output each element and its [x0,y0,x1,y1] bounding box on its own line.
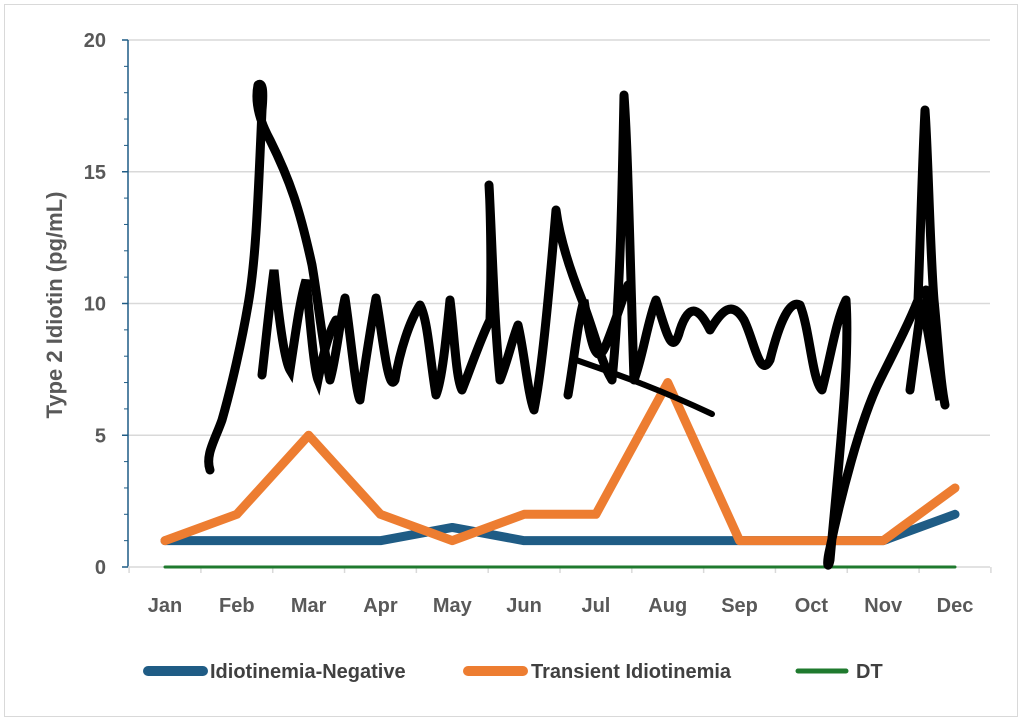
x-tick-label: Sep [721,595,758,617]
signature-stroke-4 [573,357,715,417]
x-tick-label: Jan [148,595,182,617]
y-axis: 0 5 10 15 20 [84,30,129,579]
x-tick-label: May [433,595,473,617]
signature-stroke-2 [257,269,341,396]
signature-stroke-3 [563,280,633,400]
legend-label: Transient Idiotinemia [531,661,732,683]
x-tick-label: Dec [937,595,974,617]
x-axis: Jan Feb Mar Apr May Jun Jul Aug Sep Oct Nov Dec [128,566,992,617]
x-tick-label: Aug [648,595,687,617]
series-lines [160,378,960,569]
y-tick-label: 10 [84,294,106,316]
x-tick-label: Nov [864,595,903,617]
y-tick-label: 0 [95,557,106,579]
y-axis-label: Type 2 Idiotin (pg/mL) [42,192,67,419]
signature-overlay [204,79,950,570]
signature-stroke-5 [905,285,945,401]
y-tick-label: 20 [84,30,106,52]
legend-label: Idiotinemia-Negative [210,661,406,683]
x-tick-label: Jul [581,595,610,617]
y-tick-label: 15 [84,162,106,184]
x-tick-label: Feb [219,595,255,617]
legend: Idiotinemia-Negative Transient Idiotinemi… [143,661,883,683]
x-tick-label: Oct [795,595,829,617]
y-tick-label: 5 [95,425,106,447]
series-line-transient-idiotinemia [160,378,960,546]
signature-stroke-main [204,79,950,570]
x-tick-label: Mar [291,595,327,617]
legend-label: DT [856,661,883,683]
x-tick-label: Apr [363,595,398,617]
x-tick-label: Jun [506,595,542,617]
